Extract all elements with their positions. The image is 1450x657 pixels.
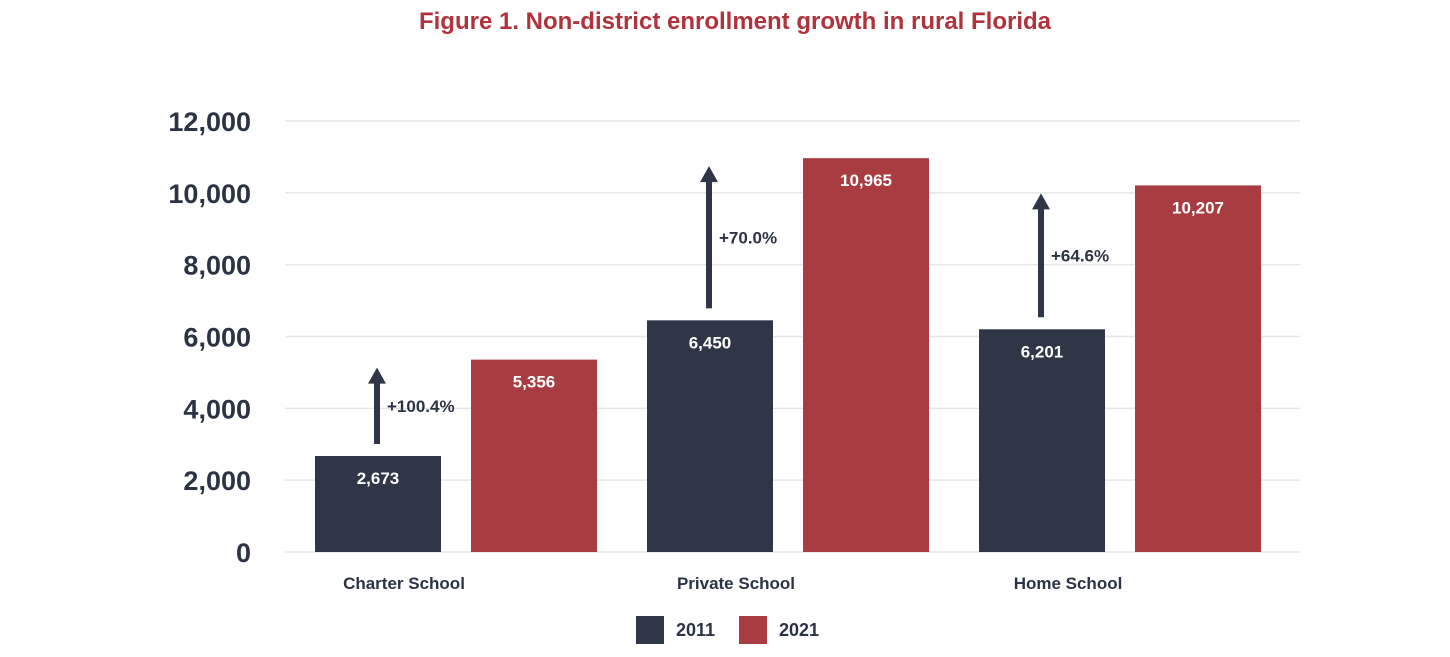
y-tick-label: 2,000 (183, 466, 251, 496)
bar-2011 (979, 329, 1105, 552)
growth-label: +70.0% (719, 228, 777, 247)
bar-2011 (647, 320, 773, 552)
growth-arrows: +100.4% +70.0% +64.6% (368, 166, 1109, 444)
legend-label: 2021 (779, 620, 819, 640)
y-tick-label: 4,000 (183, 394, 251, 424)
bar-value-label: 10,965 (840, 171, 892, 190)
bar-value-label: 6,450 (689, 333, 732, 352)
chart-title: Figure 1. Non-district enrollment growth… (418, 8, 1052, 35)
growth-arrow-head (368, 367, 386, 384)
x-tick-label: Private School (677, 574, 795, 593)
y-tick-label: 6,000 (183, 323, 251, 353)
bars: 2,673 5,356 6,450 10,965 6,201 10,207 (315, 158, 1261, 552)
bar-value-label: 6,201 (1021, 342, 1064, 361)
legend-label: 2011 (676, 620, 715, 640)
x-tick-label: Home School (1014, 574, 1123, 593)
bar-value-label: 10,207 (1172, 198, 1224, 217)
growth-arrow-head (1032, 193, 1050, 210)
bar-value-label: 5,356 (513, 373, 556, 392)
bar-2021 (1135, 185, 1261, 552)
y-tick-label: 0 (236, 538, 251, 568)
gridlines (285, 120, 1300, 553)
legend-swatch-2011 (636, 616, 664, 644)
legend: 2011 2021 (636, 616, 819, 644)
bar-value-label: 2,673 (357, 469, 400, 488)
y-tick-label: 8,000 (183, 251, 251, 281)
growth-label: +100.4% (387, 397, 455, 416)
bar-2021 (471, 359, 597, 552)
y-tick-label: 10,000 (168, 179, 251, 209)
legend-swatch-2021 (739, 616, 767, 644)
growth-label: +64.6% (1051, 246, 1109, 265)
x-axis-ticks: Charter School Private School Home School (343, 574, 1122, 593)
bar-2021 (803, 158, 929, 552)
bar-2011 (315, 455, 441, 552)
y-tick-label: 12,000 (168, 107, 251, 137)
y-axis-ticks: 0 2,000 4,000 6,000 8,000 10,000 12,000 (168, 107, 251, 568)
growth-arrow-head (700, 166, 718, 183)
x-tick-label: Charter School (343, 574, 465, 593)
